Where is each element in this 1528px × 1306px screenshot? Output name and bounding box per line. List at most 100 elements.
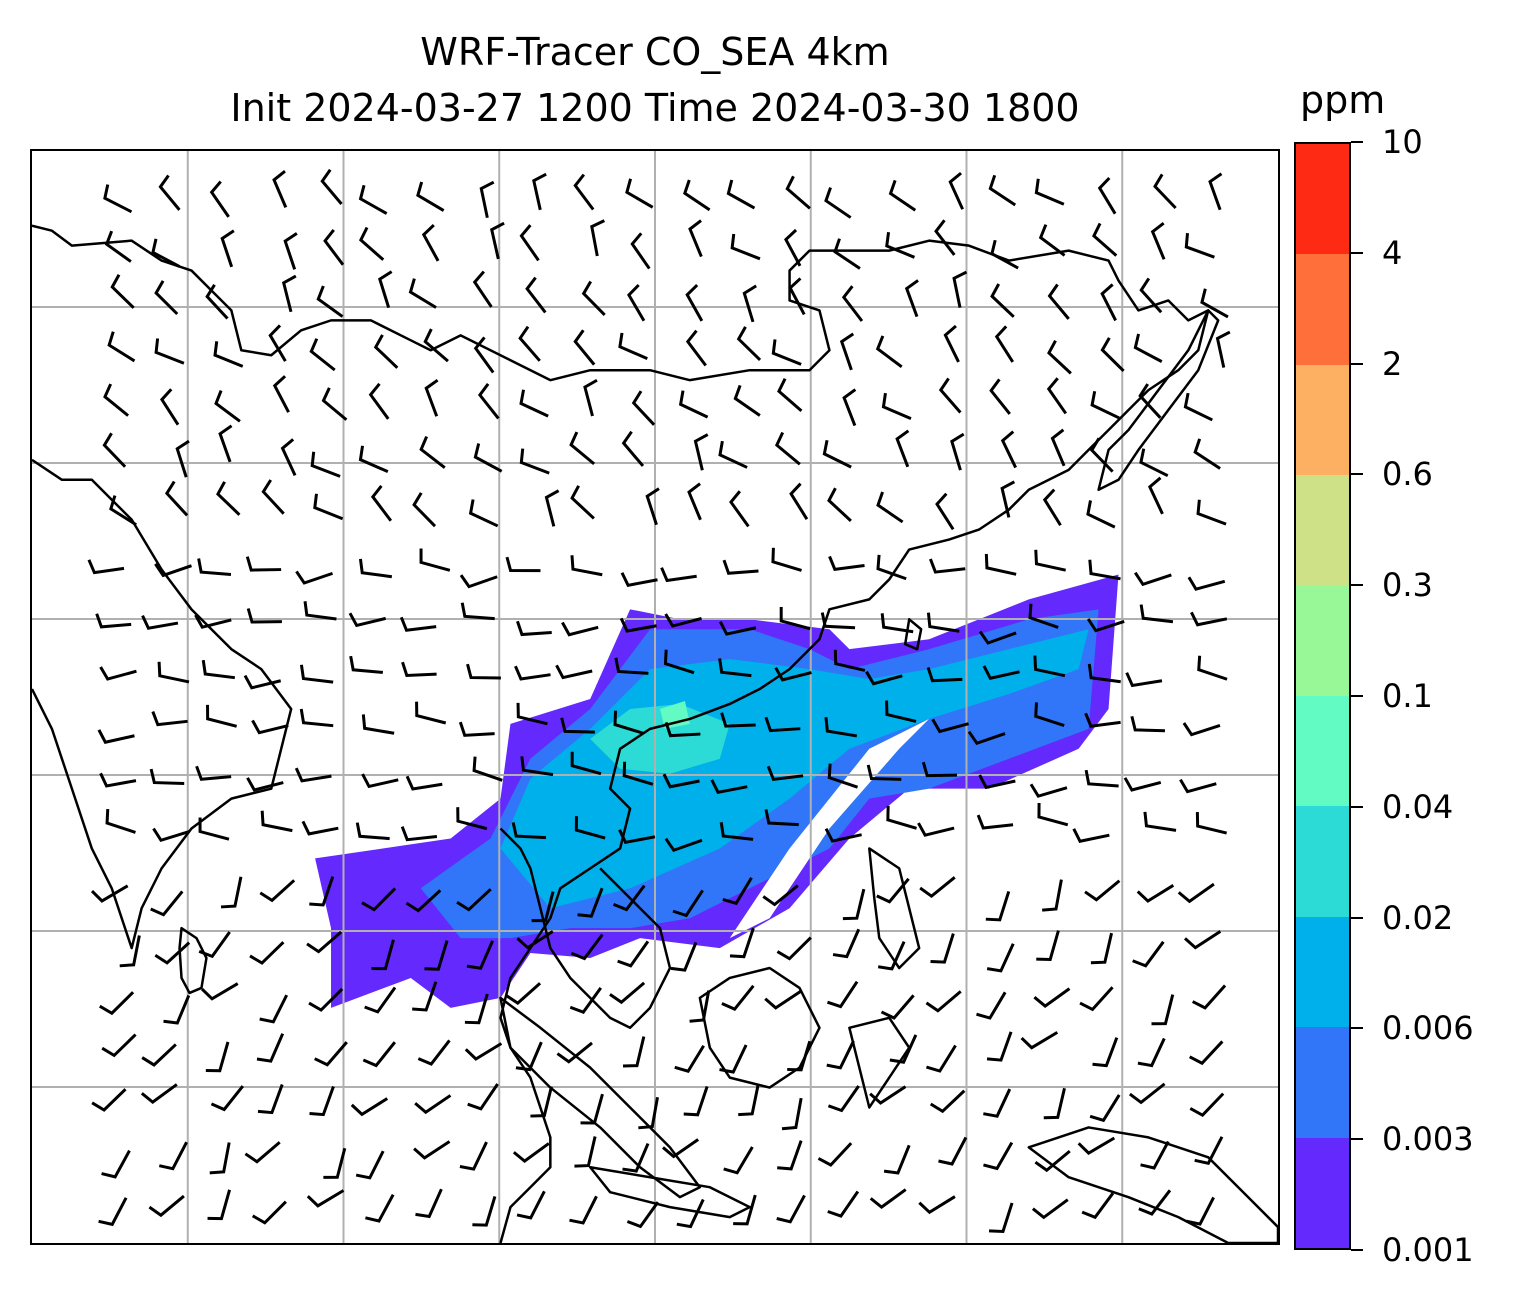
- wind-barb: [1184, 232, 1215, 259]
- wind-barb: [869, 1085, 907, 1105]
- wind-barb: [926, 612, 960, 633]
- wind-barb: [1036, 930, 1060, 961]
- coastlines: [32, 224, 1278, 1243]
- wind-barb: [1084, 879, 1121, 902]
- coastline-japan: [1097, 309, 1220, 492]
- wind-barb: [721, 984, 755, 1011]
- wind-barb: [764, 990, 802, 1010]
- wind-barb: [424, 940, 449, 971]
- wind-barb: [574, 816, 606, 840]
- wind-barb: [98, 1197, 128, 1227]
- wind-barb: [777, 1140, 803, 1171]
- wind-barb: [1029, 783, 1068, 798]
- wind-barb: [268, 324, 287, 362]
- colorbar-tick-label: 0.001: [1382, 1231, 1474, 1269]
- wind-barb: [323, 228, 345, 266]
- wind-barb: [631, 390, 656, 426]
- wind-barb: [150, 890, 184, 917]
- colorbar-tick-label: 0.006: [1382, 1009, 1474, 1048]
- wind-barb: [531, 891, 555, 923]
- wind-barb: [952, 270, 968, 308]
- wind-barb: [272, 375, 290, 413]
- wind-barb: [1043, 1087, 1066, 1120]
- wind-barb: [419, 435, 446, 469]
- wind-barb: [459, 574, 498, 589]
- wind-barb: [321, 387, 348, 421]
- wind-barb: [1138, 1189, 1172, 1216]
- wind-barb: [1133, 333, 1163, 363]
- wind-barb: [925, 990, 962, 1013]
- coastline-indochina: [499, 827, 672, 1030]
- wind-barb: [1092, 1037, 1119, 1068]
- wind-barb: [733, 384, 761, 417]
- colorbar-tick-mark: [1351, 251, 1363, 254]
- colorbar-segment: [1296, 144, 1349, 255]
- wind-barb: [158, 174, 181, 211]
- wind-barb: [1050, 428, 1066, 467]
- wind-barb: [1177, 882, 1215, 904]
- wind-barb: [306, 930, 343, 954]
- wind-barb: [569, 987, 602, 1014]
- wind-barb: [618, 829, 656, 845]
- wind-barb: [726, 179, 756, 210]
- wind-barb: [1143, 811, 1177, 832]
- wind-barb: [976, 991, 1007, 1020]
- wind-barb: [880, 994, 915, 1020]
- wind-barb: [938, 1136, 968, 1166]
- wind-barb: [886, 805, 917, 830]
- wind-barb: [827, 487, 852, 522]
- wind-barb: [1034, 549, 1067, 572]
- wind-barb: [931, 718, 969, 734]
- wind-barb: [1200, 288, 1229, 319]
- wind-barb: [244, 1141, 281, 1164]
- wind-barb: [674, 1044, 705, 1073]
- wind-barb: [525, 276, 547, 314]
- wind-barb: [207, 1189, 232, 1221]
- wind-barb: [99, 772, 137, 788]
- wind-barb: [158, 1141, 188, 1171]
- wind-barb: [218, 424, 233, 463]
- wind-barb: [622, 761, 654, 786]
- wind-barb: [919, 876, 956, 899]
- colorbar-tick-mark: [1351, 141, 1363, 143]
- wind-barb: [95, 613, 132, 629]
- wind-barb: [569, 431, 596, 466]
- wind-barb: [152, 827, 191, 843]
- wind-barb: [195, 765, 232, 781]
- wind-barb: [986, 943, 1015, 973]
- wind-barb: [904, 279, 919, 318]
- wind-barb: [771, 547, 802, 572]
- colorbar-tick-mark: [1351, 1027, 1363, 1030]
- wind-barb: [1079, 986, 1114, 1012]
- map-gridlines: [32, 151, 1278, 1243]
- wind-barb: [421, 223, 440, 262]
- wind-barb: [774, 666, 812, 682]
- wind-barb: [776, 1194, 806, 1224]
- coastline-sulawesi: [848, 1016, 911, 1109]
- colorbar-tick-mark: [1351, 362, 1363, 365]
- wind-barb: [645, 487, 660, 526]
- wind-barb: [1086, 500, 1116, 529]
- wind-barb: [216, 481, 241, 516]
- wind-barb: [361, 714, 395, 735]
- wind-barb: [885, 232, 916, 259]
- wind-barb: [917, 822, 955, 837]
- wind-barb: [257, 1083, 284, 1115]
- wind-barb: [730, 233, 761, 261]
- wind-barb: [926, 1044, 957, 1073]
- wind-barb: [1136, 884, 1175, 903]
- wind-barb: [154, 338, 185, 365]
- coastline-mainland: [32, 224, 1210, 1243]
- wind-barb: [978, 774, 1016, 790]
- wind-barb: [419, 548, 451, 572]
- wind-barb: [573, 329, 596, 366]
- wind-barb: [777, 378, 803, 412]
- wind-barb: [876, 877, 910, 904]
- wind-barb: [978, 630, 1017, 645]
- wind-barb: [99, 666, 137, 681]
- wind-barb: [820, 612, 856, 630]
- wind-barb: [243, 674, 282, 690]
- wind-barb: [154, 280, 179, 316]
- wind-barb: [519, 389, 549, 418]
- wind-barbs: [87, 168, 1231, 1233]
